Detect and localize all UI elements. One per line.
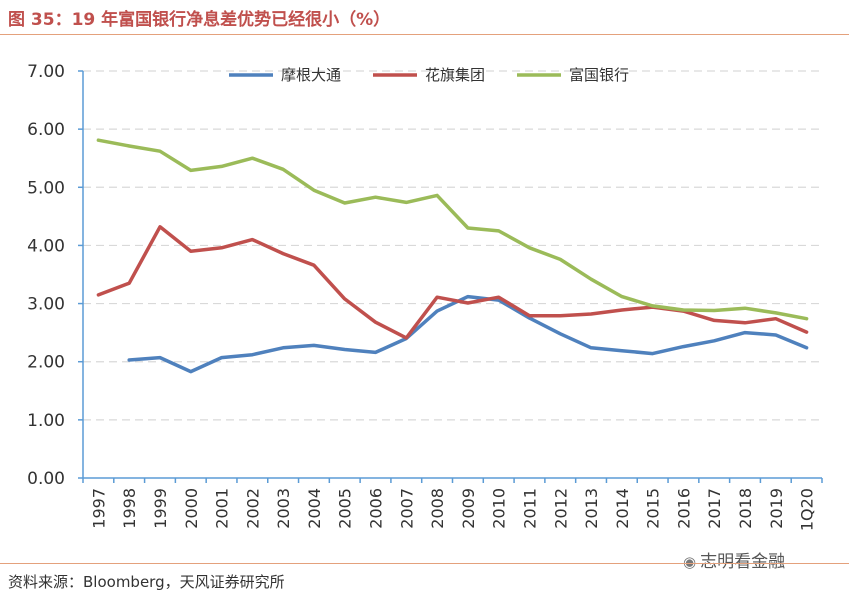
x-tick-label: 2015 [644, 488, 663, 529]
series-line-1 [96, 225, 809, 340]
x-tick-label: 2019 [767, 488, 786, 529]
y-tick-label: 7.00 [27, 62, 65, 82]
x-tick-label: 2006 [367, 488, 386, 529]
x-tick-label: 2016 [674, 488, 693, 529]
x-tick-labels: 1997 1998 1999 2000 2001 2002 2003 2004 2005 2006… [89, 488, 816, 531]
x-tick-label: 2001 [213, 488, 232, 529]
x-tick-label: 2018 [736, 488, 755, 529]
x-tick-label: 2008 [428, 488, 447, 529]
legend-label: 富国银行 [569, 66, 629, 84]
y-tick-label: 6.00 [27, 120, 65, 140]
x-tick-label: 2005 [336, 488, 355, 529]
x-tick-label: 2000 [182, 488, 201, 529]
x-tick-label: 2010 [490, 488, 509, 529]
x-tick-label: 1997 [89, 488, 108, 529]
x-tick-label: 1Q20 [798, 488, 817, 531]
legend: 摩根大通 花旗集团 富国银行 [229, 66, 629, 84]
y-tick-label: 0.00 [27, 469, 65, 489]
title-divider [0, 34, 849, 35]
y-tick-label: 2.00 [27, 353, 65, 373]
series-lines [96, 138, 809, 374]
x-tick-label: 2017 [705, 488, 724, 529]
grid-lines [83, 70, 822, 421]
y-tick-label: 4.00 [27, 236, 65, 256]
series-line-2 [96, 138, 809, 321]
x-tick-label: 2011 [520, 488, 539, 529]
y-tick-label: 5.00 [27, 178, 65, 198]
x-tick-label: 2014 [613, 488, 632, 529]
y-tick-labels: 0.00 1.00 2.00 3.00 4.00 5.00 6.00 7.00 [27, 62, 65, 489]
x-tick-label: 2009 [459, 488, 478, 529]
x-tick-label: 2007 [397, 488, 416, 529]
series-line-0 [127, 294, 809, 374]
wechat-icon: ◉ [683, 553, 697, 571]
legend-label: 花旗集团 [425, 66, 485, 84]
watermark: ◉ 志明看金融 [683, 547, 785, 572]
x-tick-label: 2003 [274, 488, 293, 529]
x-tick-label: 2013 [582, 488, 601, 529]
footer-divider [0, 563, 849, 564]
figure-title: 图 35：19 年富国银行净息差优势已经很小（%） [8, 10, 391, 30]
x-tick-label: 1998 [120, 488, 139, 529]
watermark-text: 志明看金融 [700, 552, 786, 572]
legend-label: 摩根大通 [281, 66, 341, 84]
axes [78, 70, 823, 483]
x-tick-label: 2004 [305, 488, 324, 529]
y-tick-label: 3.00 [27, 295, 65, 315]
source-note: 资料来源：Bloomberg，天风证券研究所 [8, 573, 285, 591]
y-tick-label: 1.00 [27, 411, 65, 431]
x-tick-label: 2012 [551, 488, 570, 529]
x-tick-label: 1999 [151, 488, 170, 529]
x-tick-label: 2002 [243, 488, 262, 529]
